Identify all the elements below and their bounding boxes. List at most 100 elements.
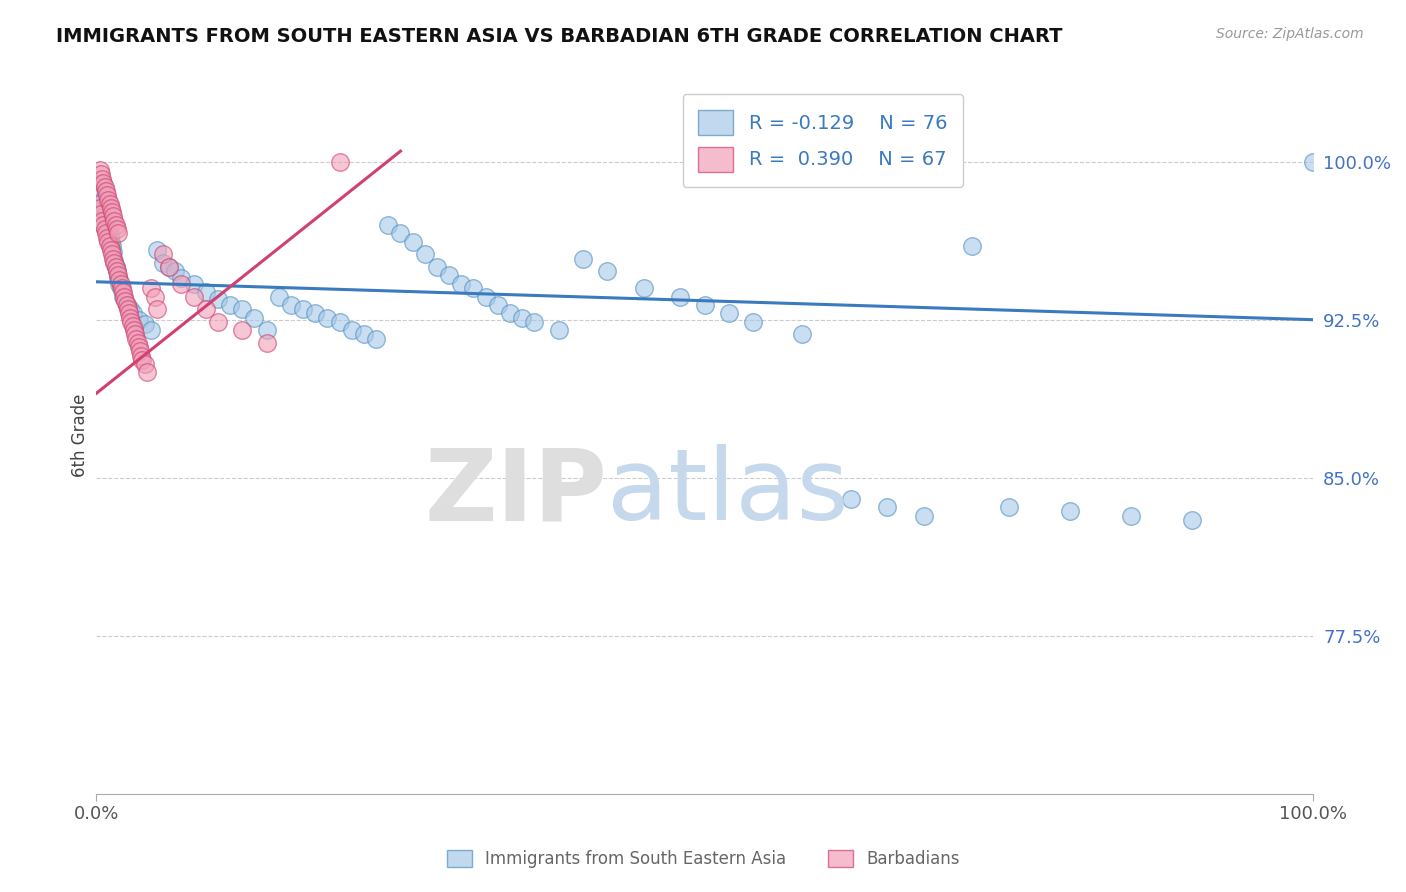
Point <box>93 180 115 194</box>
Point <box>129 344 152 359</box>
Point <box>292 302 315 317</box>
Point <box>91 213 114 227</box>
Point <box>103 245 125 260</box>
Point <box>91 171 114 186</box>
Point <box>103 253 125 268</box>
Point <box>128 340 150 354</box>
Point <box>256 323 278 337</box>
Text: IMMIGRANTS FROM SOUTH EASTERN ASIA VS BARBADIAN 6TH GRADE CORRELATION CHART: IMMIGRANTS FROM SOUTH EASTERN ASIA VS BA… <box>56 27 1063 45</box>
Point <box>124 327 146 342</box>
Point <box>104 260 127 274</box>
Point <box>131 352 153 367</box>
Point <box>128 312 150 326</box>
Point <box>547 323 569 337</box>
Point <box>207 315 229 329</box>
Point <box>129 349 152 363</box>
Point <box>100 201 122 215</box>
Point <box>231 323 253 337</box>
Point <box>115 298 138 312</box>
Point <box>304 306 326 320</box>
Point <box>89 163 111 178</box>
Point <box>120 310 142 325</box>
Point <box>143 289 166 303</box>
Point <box>94 227 117 241</box>
Point <box>103 210 125 224</box>
Point <box>316 310 339 325</box>
Point <box>96 230 118 244</box>
Point <box>463 281 485 295</box>
Point <box>94 207 117 221</box>
Point <box>231 302 253 317</box>
Point <box>96 188 118 202</box>
Point <box>105 264 128 278</box>
Point <box>94 184 117 198</box>
Point <box>125 332 148 346</box>
Point <box>718 306 741 320</box>
Legend: Immigrants from South Eastern Asia, Barbadians: Immigrants from South Eastern Asia, Barb… <box>440 843 966 875</box>
Point <box>97 222 120 236</box>
Text: ZIP: ZIP <box>425 444 607 541</box>
Point <box>633 281 655 295</box>
Point <box>280 298 302 312</box>
Point <box>256 335 278 350</box>
Point <box>91 186 114 201</box>
Point <box>100 243 122 257</box>
Point <box>329 154 352 169</box>
Point <box>183 289 205 303</box>
Point <box>389 227 412 241</box>
Point <box>572 252 595 266</box>
Point <box>97 193 120 207</box>
Point <box>111 285 134 300</box>
Point <box>194 285 217 300</box>
Point <box>118 306 141 320</box>
Point <box>1302 154 1324 169</box>
Point <box>1119 508 1142 523</box>
Point <box>1180 513 1202 527</box>
Point <box>876 500 898 515</box>
Point <box>107 270 129 285</box>
Point <box>101 205 124 219</box>
Point <box>165 264 187 278</box>
Point <box>93 176 115 190</box>
Point <box>912 508 935 523</box>
Point <box>366 332 388 346</box>
Point <box>207 292 229 306</box>
Point <box>510 310 533 325</box>
Point <box>134 317 156 331</box>
Point <box>87 197 110 211</box>
Point <box>499 306 522 320</box>
Point <box>136 365 159 379</box>
Point <box>98 239 121 253</box>
Point <box>98 197 121 211</box>
Point <box>1059 504 1081 518</box>
Point <box>100 235 122 249</box>
Point <box>243 310 266 325</box>
Text: Source: ZipAtlas.com: Source: ZipAtlas.com <box>1216 27 1364 41</box>
Point <box>110 281 132 295</box>
Point <box>107 268 129 283</box>
Point <box>122 323 145 337</box>
Point <box>108 277 131 291</box>
Point <box>93 218 115 232</box>
Point <box>121 318 143 333</box>
Point <box>117 302 139 317</box>
Point <box>112 289 135 303</box>
Point <box>98 228 121 243</box>
Point <box>111 289 134 303</box>
Point <box>170 277 193 291</box>
Point <box>742 315 765 329</box>
Point <box>115 298 138 312</box>
Point <box>127 335 149 350</box>
Point <box>104 218 127 232</box>
Point <box>450 277 472 291</box>
Point <box>157 260 180 274</box>
Point <box>152 256 174 270</box>
Point <box>139 281 162 295</box>
Point <box>839 491 862 506</box>
Point <box>101 247 124 261</box>
Point <box>110 277 132 291</box>
Point <box>105 222 128 236</box>
Point <box>89 201 111 215</box>
Point <box>340 323 363 337</box>
Point <box>170 270 193 285</box>
